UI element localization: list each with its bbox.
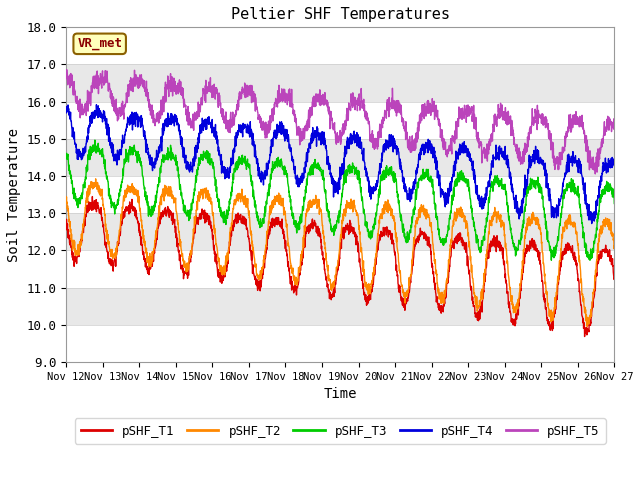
Title: Peltier SHF Temperatures: Peltier SHF Temperatures [231,7,450,22]
Bar [66,176,614,213]
Text: VR_met: VR_met [77,37,122,50]
X-axis label: Time: Time [323,387,357,401]
Y-axis label: Soil Temperature: Soil Temperature [7,128,21,262]
Bar [66,251,614,288]
Bar [66,102,614,139]
Legend: pSHF_T1, pSHF_T2, pSHF_T3, pSHF_T4, pSHF_T5: pSHF_T1, pSHF_T2, pSHF_T3, pSHF_T4, pSHF… [75,418,606,444]
Bar [66,213,614,251]
Bar [66,139,614,176]
Bar [66,27,614,64]
Bar [66,64,614,102]
Bar [66,288,614,324]
Bar [66,324,614,362]
